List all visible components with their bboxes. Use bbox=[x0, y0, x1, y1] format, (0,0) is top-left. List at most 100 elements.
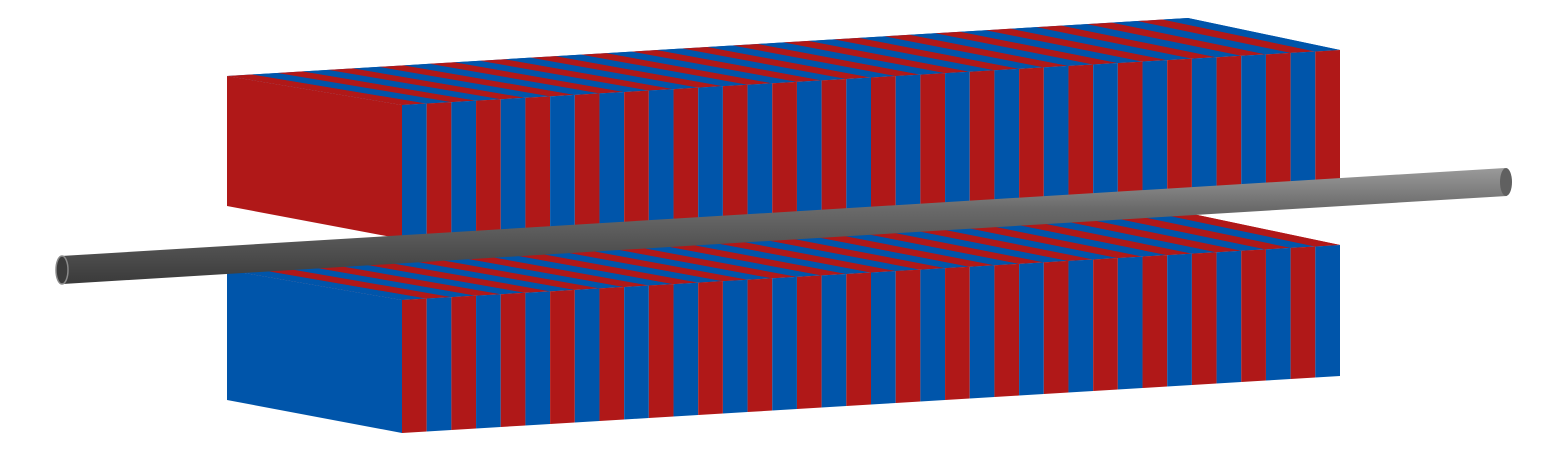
upper-array-front-stripe bbox=[451, 100, 477, 237]
upper-array-end-face bbox=[227, 76, 402, 239]
upper-array-front-stripe bbox=[648, 89, 674, 226]
lower-array-front-stripe bbox=[1315, 245, 1340, 378]
lower-array-top-stripe bbox=[378, 259, 575, 292]
upper-array-top-stripe bbox=[758, 42, 946, 75]
lower-array-top-stripe bbox=[808, 234, 995, 267]
lower-array-top-stripe bbox=[1086, 217, 1266, 251]
lower-array-front-stripe bbox=[1191, 252, 1217, 385]
upper-array-front-stripe bbox=[1265, 52, 1291, 191]
lower-array-front-stripe bbox=[1093, 258, 1118, 391]
lower-array-top-stripe bbox=[1112, 216, 1291, 250]
upper-array-top-stripe bbox=[454, 60, 649, 92]
lower-array-top-stripe bbox=[732, 238, 921, 272]
upper-magnet-array bbox=[227, 18, 1340, 239]
lower-array-front-stripe bbox=[994, 263, 1020, 397]
upper-array-front-stripe bbox=[796, 80, 822, 217]
lower-array-front-stripe bbox=[698, 281, 723, 415]
upper-array-top-stripe bbox=[909, 33, 1094, 66]
lower-array-top-stripe bbox=[328, 262, 526, 295]
upper-array-top-stripe bbox=[732, 43, 921, 77]
upper-array-top-stripe bbox=[1010, 27, 1192, 61]
upper-array-top-stripe bbox=[378, 65, 575, 97]
lower-array-front-stripe bbox=[550, 289, 575, 424]
lower-array-top-stripe bbox=[758, 237, 946, 270]
lower-array-top-stripe bbox=[909, 228, 1094, 261]
lower-array-front-stripe bbox=[1290, 246, 1316, 379]
upper-array-front-stripe bbox=[1117, 61, 1143, 199]
lower-array-front-stripe bbox=[945, 266, 970, 400]
upper-array-front-stripe bbox=[821, 78, 847, 216]
upper-array-front-stripe bbox=[1068, 64, 1094, 202]
upper-array-top-stripe bbox=[1086, 22, 1266, 56]
lower-array-front-stripe bbox=[1241, 249, 1266, 382]
beam-pipe-left-cap bbox=[55, 255, 69, 285]
lower-array-front-stripe bbox=[821, 273, 847, 408]
upper-array-top-stripe bbox=[479, 59, 674, 91]
upper-array-front-stripe bbox=[969, 70, 995, 207]
upper-array-top-stripe bbox=[859, 36, 1044, 69]
lower-array-top-stripe bbox=[530, 250, 723, 283]
upper-array-top-stripe bbox=[1036, 25, 1217, 59]
lower-array-front-stripe bbox=[1019, 262, 1044, 396]
upper-array-top-stripe bbox=[707, 45, 896, 78]
upper-array-front-stripe bbox=[402, 103, 427, 239]
lower-array-front-stripe bbox=[476, 294, 501, 429]
lower-array-front-stripe bbox=[525, 291, 551, 426]
lower-array-front-stripe bbox=[969, 265, 995, 399]
upper-array-top-stripe bbox=[783, 40, 970, 74]
lower-array-front-stripe bbox=[772, 276, 797, 411]
lower-array-front-stripe bbox=[1117, 256, 1143, 390]
upper-array-front-stripe bbox=[1290, 51, 1316, 189]
upper-array-front-stripe bbox=[772, 81, 797, 219]
upper-array-top-stripe bbox=[1061, 24, 1242, 58]
upper-array-top-stripe bbox=[581, 53, 773, 85]
beam-pipe-body bbox=[61, 168, 1507, 284]
upper-array-top-stripe bbox=[833, 37, 1020, 71]
lower-array-top-stripe bbox=[1162, 213, 1340, 247]
upper-array-top-stripe bbox=[656, 48, 847, 81]
lower-array-front-stripe bbox=[673, 282, 699, 417]
lower-array-top-stripe bbox=[252, 267, 452, 299]
upper-array-top-stripe bbox=[505, 57, 699, 90]
upper-array-front-stripe bbox=[599, 91, 625, 228]
lower-array-top-stripe bbox=[454, 255, 649, 287]
lower-array-top-stripe bbox=[606, 246, 797, 279]
upper-array-top-stripe bbox=[960, 30, 1143, 64]
lower-array-top-stripe bbox=[581, 247, 773, 280]
upper-array-top-stripe bbox=[808, 39, 995, 72]
upper-array-front-stripe bbox=[500, 97, 526, 234]
lower-array-front-stripe bbox=[796, 275, 822, 409]
lower-array-top-stripe bbox=[227, 268, 427, 300]
upper-array-top-stripe bbox=[1162, 18, 1340, 52]
upper-array-front-stripe bbox=[1315, 50, 1340, 188]
upper-array-front-stripe bbox=[747, 83, 773, 220]
upper-array-front-stripe bbox=[476, 99, 501, 235]
upper-array-top-stripe bbox=[404, 63, 600, 95]
upper-array-front-stripe bbox=[1241, 54, 1266, 192]
upper-array-front-stripe bbox=[945, 71, 970, 209]
lower-array-top-stripe bbox=[631, 244, 822, 277]
upper-array-front-stripe bbox=[871, 76, 896, 213]
lower-array-top-stripe bbox=[1137, 214, 1316, 248]
lower-array-top-stripe bbox=[656, 243, 847, 276]
upper-array-top-stripe bbox=[1137, 19, 1316, 53]
lower-array-top-stripe bbox=[505, 252, 699, 285]
lower-array-top-stripe bbox=[302, 264, 501, 296]
lower-array-top-stripe bbox=[985, 223, 1168, 257]
upper-array-top-stripe bbox=[530, 56, 723, 88]
lower-array-top-stripe bbox=[1010, 222, 1192, 256]
upper-array-front-stripe bbox=[994, 68, 1020, 206]
lower-array-top-stripe bbox=[404, 258, 600, 290]
upper-array-top-stripe bbox=[985, 28, 1168, 62]
lower-magnet-array bbox=[227, 213, 1340, 433]
lower-array-top-stripe bbox=[555, 249, 748, 282]
lower-array-front-stripe bbox=[451, 295, 477, 430]
lower-array-top-stripe bbox=[1036, 220, 1217, 254]
lower-array-front-stripe bbox=[846, 272, 871, 406]
upper-array-front-stripe bbox=[1043, 65, 1069, 203]
lower-array-top-stripe bbox=[353, 261, 551, 293]
upper-array-front-stripe bbox=[846, 77, 871, 214]
lower-array-front-stripe bbox=[648, 284, 674, 418]
beam-pipe bbox=[55, 168, 1512, 285]
upper-array-top-stripe bbox=[252, 72, 452, 104]
